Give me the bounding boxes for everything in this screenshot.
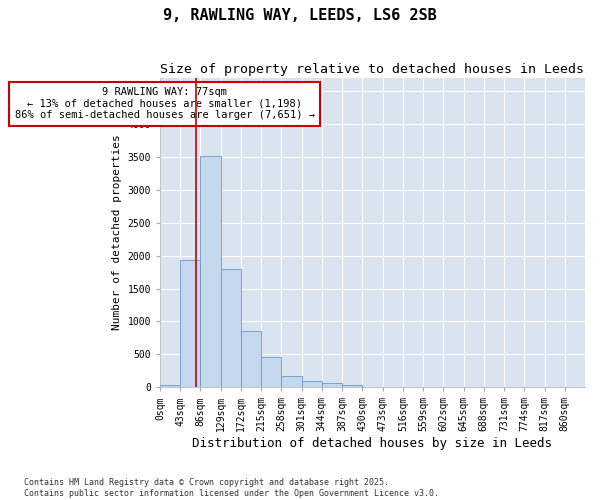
Bar (342, 385, 362, 387)
Text: 9 RAWLING WAY: 77sqm
← 13% of detached houses are smaller (1,198)
86% of semi-de: 9 RAWLING WAY: 77sqm ← 13% of detached h… (14, 88, 314, 120)
X-axis label: Distribution of detached houses by size in Leeds: Distribution of detached houses by size … (193, 437, 553, 450)
Bar (302, 380, 322, 387)
Y-axis label: Number of detached properties: Number of detached properties (112, 134, 122, 330)
Bar (261, 357, 281, 387)
Bar (180, 260, 200, 387)
Bar (200, 156, 221, 387)
Bar (241, 330, 261, 387)
Text: 9, RAWLING WAY, LEEDS, LS6 2SB: 9, RAWLING WAY, LEEDS, LS6 2SB (163, 8, 437, 22)
Title: Size of property relative to detached houses in Leeds: Size of property relative to detached ho… (160, 62, 584, 76)
Bar (322, 383, 342, 387)
Bar (281, 376, 302, 387)
Bar (160, 385, 180, 387)
Bar (221, 269, 241, 387)
Text: Contains HM Land Registry data © Crown copyright and database right 2025.
Contai: Contains HM Land Registry data © Crown c… (24, 478, 439, 498)
